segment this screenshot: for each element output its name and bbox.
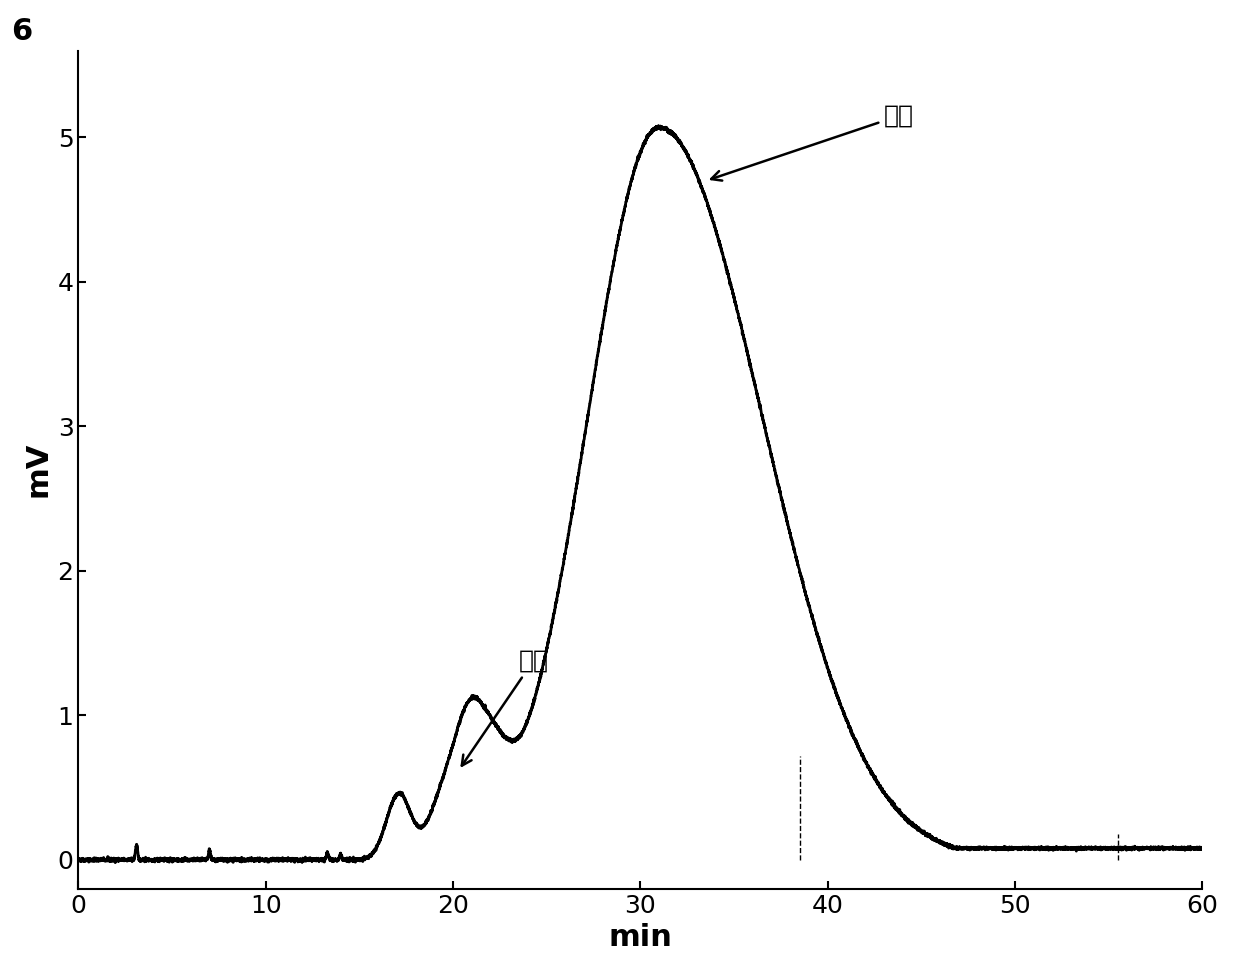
X-axis label: min: min	[608, 923, 673, 953]
Text: 6: 6	[11, 18, 32, 47]
Text: 反式: 反式	[462, 648, 549, 766]
Text: 順式: 順式	[711, 104, 914, 181]
Y-axis label: mV: mV	[24, 442, 52, 497]
